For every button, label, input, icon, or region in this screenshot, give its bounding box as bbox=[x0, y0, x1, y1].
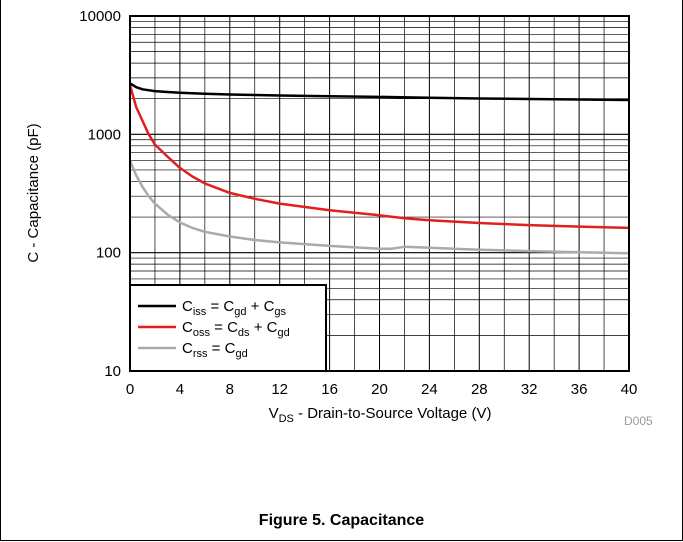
y-axis-label: C - Capacitance (pF) bbox=[25, 123, 42, 262]
capacitance-chart: 0 4 8 12 16 20 24 28 32 36 40 10 100 1000 10000 VDS -… bbox=[25, 8, 638, 425]
y-tick-labels: 10 100 1000 10000 bbox=[79, 8, 121, 380]
figure-code: D005 bbox=[624, 414, 653, 428]
x-tick-label: 40 bbox=[621, 381, 638, 398]
x-tick-label: 8 bbox=[226, 381, 234, 398]
x-tick-label: 4 bbox=[176, 381, 184, 398]
x-tick-label: 28 bbox=[471, 381, 488, 398]
x-tick-label: 36 bbox=[571, 381, 588, 398]
series-line-coss bbox=[128, 84, 630, 230]
x-tick-label: 12 bbox=[271, 381, 288, 398]
legend: Ciss = Cgd + Cgs Coss = Cds + Cgd Crss =… bbox=[129, 284, 327, 372]
legend-entry-crss: Crss = Cgd bbox=[182, 340, 248, 360]
y-tick-label: 1000 bbox=[88, 126, 121, 143]
x-axis-label: VDS - Drain-to-Source Voltage (V) bbox=[269, 405, 492, 425]
figure-caption: Figure 5. Capacitance bbox=[258, 512, 425, 529]
x-tick-label: 16 bbox=[321, 381, 338, 398]
y-tick-label: 100 bbox=[96, 245, 121, 262]
y-tick-label: 10000 bbox=[79, 8, 121, 25]
x-tick-label: 0 bbox=[126, 381, 134, 398]
series-line-crss bbox=[128, 160, 630, 255]
x-tick-label: 24 bbox=[421, 381, 438, 398]
series-lines bbox=[128, 82, 630, 255]
x-tick-label: 32 bbox=[521, 381, 538, 398]
series-line-ciss bbox=[129, 82, 630, 102]
y-tick-label: 10 bbox=[104, 363, 121, 380]
x-tick-labels: 0 4 8 12 16 20 24 28 32 36 40 bbox=[126, 381, 638, 398]
legend-entry-coss: Coss = Cds + Cgd bbox=[182, 319, 290, 339]
x-tick-label: 20 bbox=[371, 381, 388, 398]
plot-border bbox=[129, 15, 630, 372]
legend-entry-ciss: Ciss = Cgd + Cgs bbox=[182, 298, 287, 318]
